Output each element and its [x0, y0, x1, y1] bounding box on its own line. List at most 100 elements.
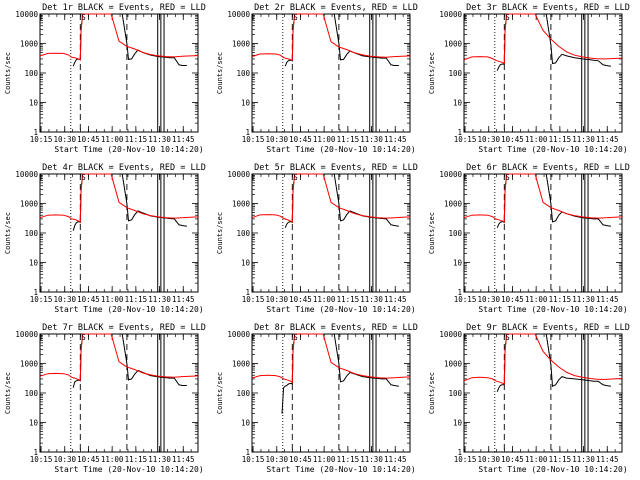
x-tick-label: 10:15 [242, 295, 265, 304]
panel-det-3r: 1 10 100 1000 10000 10:15 10:30 10:45 11:00 11:15… [428, 3, 630, 154]
y-tick-label: 10 [29, 419, 39, 428]
y-tick-label: 1000 [444, 360, 463, 369]
y-tick-label: 100 [236, 229, 250, 238]
x-tick-label: 10:45 [289, 455, 312, 464]
y-tick-label: 1000 [232, 40, 251, 49]
plot-frame [251, 173, 411, 293]
y-tick-label: 10000 [227, 170, 250, 179]
x-tick-label: 11:30 [360, 295, 383, 304]
panel-title: Det 5r BLACK = Events, RED = LLD [254, 163, 418, 173]
x-axis-label: Start Time (20-Nov-10 10:14:20) [478, 305, 627, 314]
panel-title: Det 3r BLACK = Events, RED = LLD [466, 3, 630, 13]
y-tick-label: 10 [453, 99, 463, 108]
panel-det-1r: 1 10 100 1000 10000 10:15 10:30 10:45 11:00 11:15… [4, 3, 206, 154]
y-tick-label: 10 [29, 99, 39, 108]
x-axis-label: Start Time (20-Nov-10 10:14:20) [54, 145, 203, 154]
panel-title: Det 2r BLACK = Events, RED = LLD [254, 3, 418, 13]
series-lld-line [251, 13, 411, 62]
x-tick-label: 11:45 [384, 455, 407, 464]
y-axis-label: Counts/sec [216, 212, 224, 254]
x-tick-label: 10:45 [501, 135, 524, 144]
panel-det-6r: 1 10 100 1000 10000 10:15 10:30 10:45 11:00 11:15… [428, 163, 630, 314]
series-lld-line [251, 173, 411, 223]
x-tick-label: 11:30 [148, 295, 171, 304]
y-tick-label: 100 [448, 69, 462, 78]
panel-det-5r: 1 10 100 1000 10000 10:15 10:30 10:45 11:00 11:15… [216, 163, 418, 314]
panel-title: Det 9r BLACK = Events, RED = LLD [466, 323, 630, 333]
y-tick-label: 1000 [20, 200, 39, 209]
annotation-label: S [81, 173, 86, 182]
y-tick-label: 1 [245, 128, 250, 137]
series-events-line [72, 13, 187, 67]
x-tick-label: 10:30 [477, 295, 500, 304]
panel-title: Det 4r BLACK = Events, RED = LLD [42, 163, 206, 173]
x-tick-label: 11:15 [549, 455, 572, 464]
x-axis-label: Start Time (20-Nov-10 10:14:20) [266, 145, 415, 154]
x-tick-label: 10:45 [289, 295, 312, 304]
annotation-label: S [505, 173, 510, 182]
x-tick-label: 10:45 [501, 455, 524, 464]
plot-frame [39, 333, 199, 453]
y-tick-label: 100 [236, 389, 250, 398]
series-lld-line [251, 333, 411, 384]
annotation-label: S [505, 333, 510, 342]
plot-frame [463, 13, 623, 133]
y-tick-label: 10000 [15, 10, 38, 19]
series-events-line [72, 173, 187, 231]
y-tick-label: 100 [24, 389, 38, 398]
panel-title: Det 7r BLACK = Events, RED = LLD [42, 323, 206, 333]
y-axis-label: Counts/sec [428, 52, 436, 94]
x-tick-label: 11:30 [360, 135, 383, 144]
x-tick-label: 11:30 [572, 455, 595, 464]
annotation-label: S [293, 333, 298, 342]
y-tick-label: 10000 [439, 330, 462, 339]
x-axis-label: Start Time (20-Nov-10 10:14:20) [54, 305, 203, 314]
x-axis-label: Start Time (20-Nov-10 10:14:20) [54, 465, 203, 474]
y-tick-label: 10 [241, 419, 251, 428]
annotation-label: S [293, 173, 298, 182]
annotation-label: S [81, 13, 86, 22]
y-tick-label: 10 [29, 259, 39, 268]
x-tick-label: 11:45 [384, 135, 407, 144]
x-tick-label: 10:45 [77, 455, 100, 464]
x-tick-label: 11:15 [125, 135, 148, 144]
x-tick-label: 11:45 [384, 295, 407, 304]
y-tick-label: 10 [241, 259, 251, 268]
x-tick-label: 11:00 [525, 295, 548, 304]
x-tick-label: 10:45 [77, 295, 100, 304]
y-axis-label: Counts/sec [216, 372, 224, 414]
plot-frame [39, 13, 199, 133]
plot-frame [251, 13, 411, 133]
panel-det-4r: 1 10 100 1000 10000 10:15 10:30 10:45 11:00 11:15… [4, 163, 206, 314]
x-tick-label: 11:15 [549, 295, 572, 304]
y-tick-label: 10 [453, 259, 463, 268]
panel-title: Det 1r BLACK = Events, RED = LLD [42, 3, 206, 13]
panel-title: Det 8r BLACK = Events, RED = LLD [254, 323, 418, 333]
x-tick-label: 11:15 [337, 295, 360, 304]
series-events-line [496, 333, 611, 392]
x-tick-label: 10:15 [242, 135, 265, 144]
x-axis-label: Start Time (20-Nov-10 10:14:20) [266, 305, 415, 314]
x-tick-label: 11:45 [596, 455, 619, 464]
x-tick-label: 10:15 [242, 455, 265, 464]
series-lld-line [463, 333, 623, 385]
x-tick-label: 11:00 [101, 295, 124, 304]
x-tick-label: 10:15 [454, 135, 477, 144]
y-tick-label: 10000 [15, 330, 38, 339]
x-tick-label: 10:30 [53, 135, 76, 144]
y-axis-label: Counts/sec [216, 52, 224, 94]
annotation-label: S [81, 333, 86, 342]
y-axis-label: Counts/sec [4, 372, 12, 414]
y-tick-label: 1 [457, 448, 462, 457]
x-tick-label: 10:45 [77, 135, 100, 144]
y-tick-label: 1 [245, 448, 250, 457]
x-tick-label: 11:45 [596, 135, 619, 144]
plot-frame [463, 173, 623, 293]
series-lld-line [39, 173, 199, 223]
x-tick-label: 11:30 [148, 135, 171, 144]
y-tick-label: 1 [245, 288, 250, 297]
x-tick-label: 11:00 [525, 135, 548, 144]
y-tick-label: 10 [453, 419, 463, 428]
x-tick-label: 10:15 [30, 295, 53, 304]
